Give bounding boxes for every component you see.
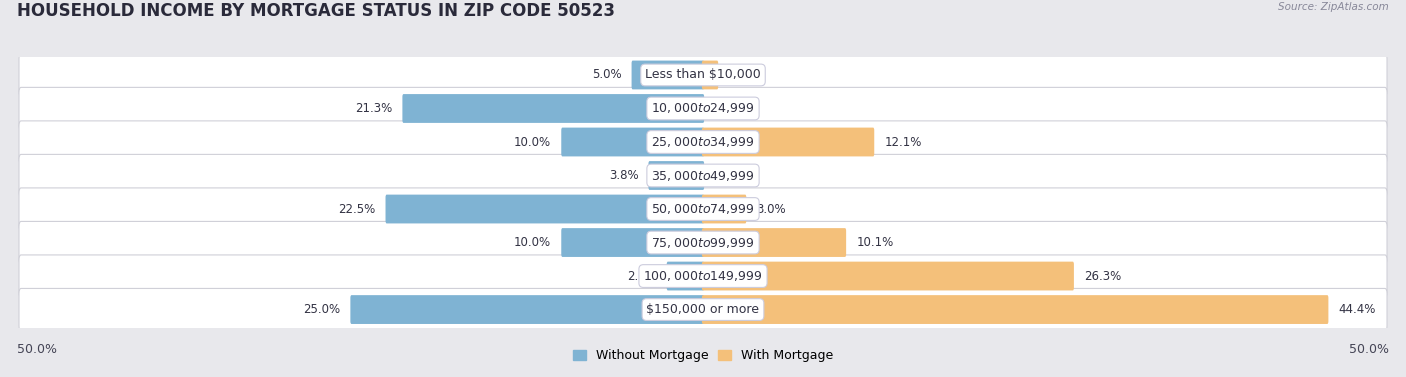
Text: 0.0%: 0.0% [714,169,744,182]
FancyBboxPatch shape [18,221,1386,264]
Text: 5.0%: 5.0% [592,69,621,81]
Text: 50.0%: 50.0% [1350,343,1389,356]
Text: Less than $10,000: Less than $10,000 [645,69,761,81]
FancyBboxPatch shape [648,161,704,190]
Legend: Without Mortgage, With Mortgage: Without Mortgage, With Mortgage [568,344,838,367]
Text: 3.8%: 3.8% [609,169,638,182]
FancyBboxPatch shape [666,262,704,290]
FancyBboxPatch shape [18,54,1386,96]
Text: $50,000 to $74,999: $50,000 to $74,999 [651,202,755,216]
FancyBboxPatch shape [385,195,704,224]
FancyBboxPatch shape [561,127,704,156]
Text: 50.0%: 50.0% [17,343,56,356]
Text: 10.0%: 10.0% [515,236,551,249]
FancyBboxPatch shape [18,255,1386,297]
Text: $100,000 to $149,999: $100,000 to $149,999 [644,269,762,283]
FancyBboxPatch shape [702,228,846,257]
Text: 26.3%: 26.3% [1084,270,1121,282]
Text: 25.0%: 25.0% [304,303,340,316]
FancyBboxPatch shape [702,295,1329,324]
Text: $35,000 to $49,999: $35,000 to $49,999 [651,169,755,182]
FancyBboxPatch shape [402,94,704,123]
Text: 3.0%: 3.0% [756,202,786,216]
Text: 12.1%: 12.1% [884,135,922,149]
Text: 22.5%: 22.5% [339,202,375,216]
Text: $10,000 to $24,999: $10,000 to $24,999 [651,101,755,115]
FancyBboxPatch shape [702,262,1074,290]
Text: 10.1%: 10.1% [856,236,893,249]
FancyBboxPatch shape [702,127,875,156]
FancyBboxPatch shape [702,61,718,89]
FancyBboxPatch shape [18,121,1386,163]
FancyBboxPatch shape [18,188,1386,230]
FancyBboxPatch shape [18,87,1386,130]
Text: 10.0%: 10.0% [515,135,551,149]
Text: 44.4%: 44.4% [1339,303,1376,316]
Text: Source: ZipAtlas.com: Source: ZipAtlas.com [1278,2,1389,12]
Text: $75,000 to $99,999: $75,000 to $99,999 [651,236,755,250]
Text: 2.5%: 2.5% [627,270,657,282]
Text: 1.0%: 1.0% [728,69,758,81]
FancyBboxPatch shape [18,155,1386,197]
FancyBboxPatch shape [631,61,704,89]
FancyBboxPatch shape [561,228,704,257]
FancyBboxPatch shape [350,295,704,324]
Text: HOUSEHOLD INCOME BY MORTGAGE STATUS IN ZIP CODE 50523: HOUSEHOLD INCOME BY MORTGAGE STATUS IN Z… [17,2,614,20]
Text: $25,000 to $34,999: $25,000 to $34,999 [651,135,755,149]
FancyBboxPatch shape [18,288,1386,331]
Text: 0.0%: 0.0% [714,102,744,115]
Text: $150,000 or more: $150,000 or more [647,303,759,316]
Text: 21.3%: 21.3% [356,102,392,115]
FancyBboxPatch shape [702,195,747,224]
